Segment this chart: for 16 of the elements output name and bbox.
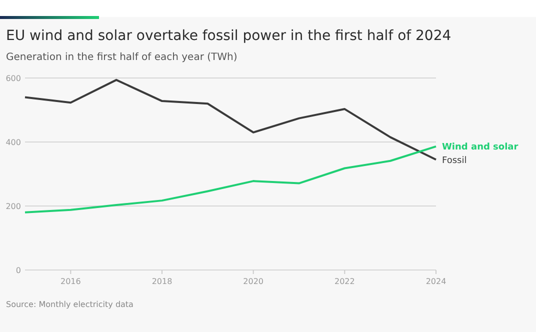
series-label: Wind and solar <box>442 142 519 153</box>
x-tick-label: 2020 <box>243 277 264 286</box>
y-tick-label: 200 <box>6 202 21 211</box>
line-series <box>24 78 437 161</box>
line-series <box>24 145 437 214</box>
source-note: Source: Monthly electricity data <box>6 300 134 309</box>
series-label: Fossil <box>442 156 467 166</box>
chart-subtitle: Generation in the first half of each year (TWh) <box>6 52 238 63</box>
chart-title: EU wind and solar overtake fossil power in the first half of 2024 <box>6 28 452 44</box>
x-tick-label: 2024 <box>426 277 446 286</box>
y-tick-label: 600 <box>6 74 21 83</box>
x-tick-label: 2018 <box>152 277 172 286</box>
y-tick-label: 0 <box>16 266 21 275</box>
x-tick-label: 2022 <box>334 277 355 286</box>
y-tick-label: 400 <box>6 138 21 147</box>
x-tick-label: 2016 <box>60 277 81 286</box>
